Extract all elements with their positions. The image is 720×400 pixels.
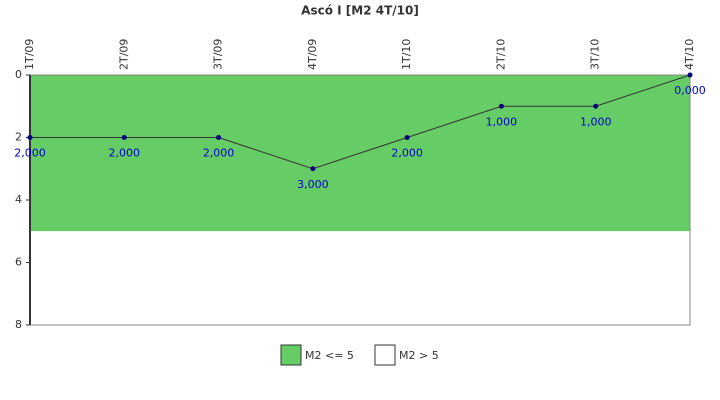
line [30,74,691,170]
point [498,103,504,109]
data-label: 1,000 [486,115,518,128]
y-tick-label: 6 [15,256,22,269]
y-tick-label: 2 [15,131,22,144]
legend-label: M2 <= 5 [305,349,354,362]
y-tick-label: 0 [15,68,22,81]
x-tick-label: 3T/09 [212,39,225,70]
data-label: 2,000 [203,147,235,160]
x-tick-label: 4T/09 [306,39,319,70]
legend-label: M2 > 5 [399,349,439,362]
band [30,231,690,325]
point [121,135,127,140]
chart-title: Ascó I [M2 4T/10] [301,4,419,18]
data-label: 2,000 [109,147,141,160]
y-tick-label: 8 [15,318,22,331]
point [27,135,33,140]
x-tick-label: 1T/09 [23,39,36,70]
x-tick-label: 4T/10 [683,39,696,70]
point [404,135,410,140]
x-tick-label: 2T/09 [117,39,130,70]
data-label: 1,000 [580,115,612,128]
data-label: 2,000 [14,147,46,160]
data-label: 3,000 [297,178,329,191]
data-label: 2,000 [391,147,423,160]
legend-swatch [374,344,396,366]
point [310,166,316,172]
x-tick-label: 1T/10 [400,39,413,70]
x-tick-label: 3T/10 [589,39,602,70]
point [216,135,222,140]
legend-swatch [280,344,302,366]
point [687,72,693,78]
data-label: 0,000 [674,84,706,97]
y-tick-label: 4 [15,193,22,206]
x-tick-label: 2T/10 [494,39,507,70]
point [593,103,599,109]
